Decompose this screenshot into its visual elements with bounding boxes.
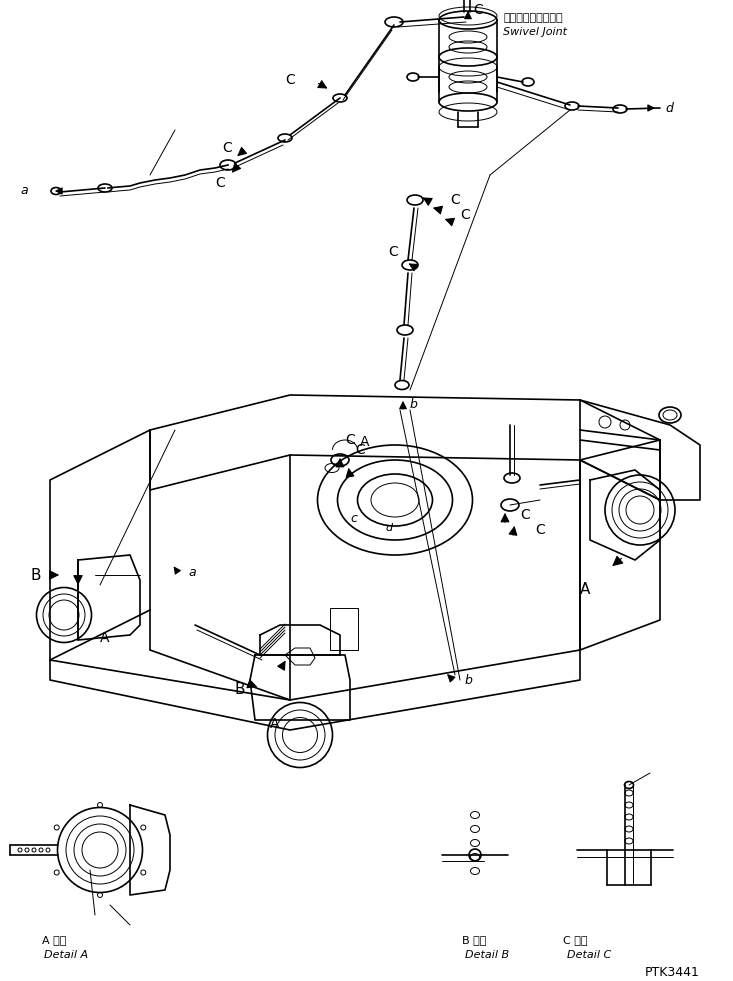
Text: d: d bbox=[385, 523, 392, 533]
Text: A: A bbox=[100, 631, 109, 645]
Text: B 詳細: B 詳細 bbox=[462, 935, 487, 945]
Text: B: B bbox=[30, 567, 40, 583]
Text: スイベルジョイント: スイベルジョイント bbox=[503, 13, 563, 23]
Text: B: B bbox=[235, 683, 246, 697]
Text: C: C bbox=[520, 508, 530, 522]
Text: b: b bbox=[465, 674, 473, 687]
Text: C: C bbox=[222, 141, 232, 155]
Text: a: a bbox=[20, 184, 28, 197]
Bar bbox=[330, 608, 358, 650]
Text: Detail C: Detail C bbox=[567, 950, 611, 960]
Text: Swivel Joint: Swivel Joint bbox=[503, 27, 567, 37]
Text: A 詳細: A 詳細 bbox=[42, 935, 67, 945]
Text: C: C bbox=[285, 73, 295, 87]
Text: d: d bbox=[665, 101, 673, 115]
Text: A: A bbox=[580, 583, 590, 597]
Text: C: C bbox=[450, 193, 460, 207]
Text: b: b bbox=[410, 398, 418, 411]
Text: PTK3441: PTK3441 bbox=[645, 965, 700, 978]
Text: A: A bbox=[270, 717, 279, 731]
Text: A: A bbox=[360, 435, 369, 449]
Text: C: C bbox=[535, 523, 545, 537]
Text: C: C bbox=[215, 176, 225, 190]
Text: C: C bbox=[355, 443, 365, 457]
Text: Detail A: Detail A bbox=[44, 950, 88, 960]
Text: C: C bbox=[460, 208, 470, 222]
Text: a: a bbox=[188, 565, 196, 579]
Text: C 詳細: C 詳細 bbox=[563, 935, 588, 945]
Text: C: C bbox=[388, 245, 398, 259]
Text: C: C bbox=[473, 3, 483, 17]
Text: Detail B: Detail B bbox=[465, 950, 509, 960]
Text: c: c bbox=[350, 511, 357, 525]
Text: C: C bbox=[345, 433, 355, 447]
